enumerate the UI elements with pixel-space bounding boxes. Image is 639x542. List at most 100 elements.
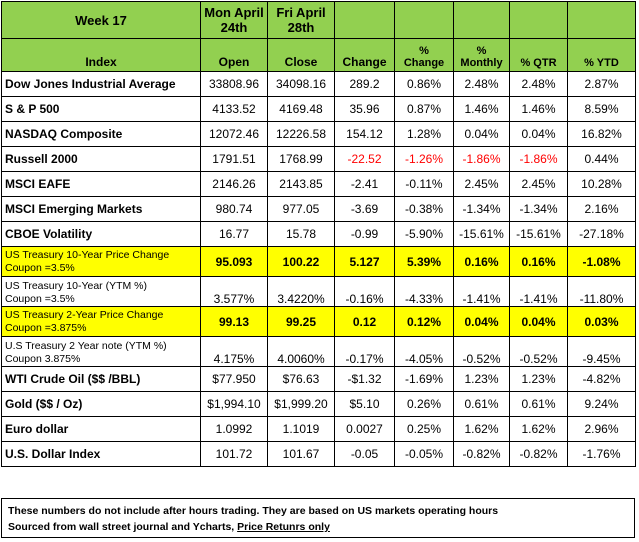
cell-qtr: 2.48% [509,71,568,97]
cell-close: 100.22 [267,246,335,277]
cell-qtr: 1.46% [509,96,568,122]
cell-change: -0.17% [334,336,395,367]
cell-qtr: -1.86% [509,146,568,172]
table-row: NASDAQ Composite 12072.46 12226.58 154.12 1.… [1,121,636,147]
cell-open: 4133.52 [200,96,268,122]
cell-change: -0.99 [334,221,395,247]
cell-monthly: 1.62% [453,416,510,442]
table-row: US Treasury 10-Year Price Change Coupon =… [1,246,636,277]
row-label: S & P 500 [1,96,201,122]
cell-monthly: 1.46% [453,96,510,122]
row-label: MSCI EAFE [1,171,201,197]
cell-close: 4169.48 [267,96,335,122]
week-label: Week 17 [1,1,201,39]
column-header-monthly: % Monthly [453,38,510,72]
cell-open: 101.72 [200,441,268,467]
row-label: MSCI Emerging Markets [1,196,201,222]
cell-monthly: 2.48% [453,71,510,97]
cell-qtr: 0.04% [509,121,568,147]
cell-pct-change: -1.69% [394,366,454,392]
cell-qtr: 0.04% [509,306,568,337]
cell-pct-change: -1.26% [394,146,454,172]
cell-ytd: 8.59% [567,96,636,122]
table-row: Dow Jones Industrial Average 33808.96 3409… [1,71,636,97]
cell-qtr: 2.45% [509,171,568,197]
table-row: US Treasury 2-Year Price Change Coupon =3… [1,306,636,337]
column-header-close: Close [267,38,335,72]
cell-close: 1768.99 [267,146,335,172]
cell-ytd: 9.24% [567,391,636,417]
cell-ytd: -4.82% [567,366,636,392]
cell-pct-change: -0.38% [394,196,454,222]
table-row: US Treasury 10-Year (YTM %) Coupon =3.5% 3… [1,276,636,307]
cell-monthly: 0.61% [453,391,510,417]
cell-pct-change: -0.05% [394,441,454,467]
cell-monthly: 1.23% [453,366,510,392]
table-row: MSCI EAFE 2146.26 2143.85 -2.41 -0.11% 2.45% 2… [1,171,636,197]
cell-monthly: 0.04% [453,121,510,147]
cell-monthly: -1.41% [453,276,510,307]
table-row: MSCI Emerging Markets 980.74 977.05 -3.69 -0… [1,196,636,222]
cell-ytd: 0.44% [567,146,636,172]
table-row: S & P 500 4133.52 4169.48 35.96 0.87% 1.46% 1.… [1,96,636,122]
cell-pct-change: -0.11% [394,171,454,197]
cell-pct-change: 0.25% [394,416,454,442]
cell-ytd: -9.45% [567,336,636,367]
cell-close: 3.4220% [267,276,335,307]
column-header-open: Open [200,38,268,72]
open-date: Mon April 24th [200,1,268,39]
cell-open: 4.175% [200,336,268,367]
cell-qtr: -15.61% [509,221,568,247]
cell-open: $1,994.10 [200,391,268,417]
row-label: U.S Treasury 2 Year note (YTM %) Coupon 3… [1,336,201,367]
cell-close: 34098.16 [267,71,335,97]
cell-pct-change: 0.26% [394,391,454,417]
cell-open: 3.577% [200,276,268,307]
cell-ytd: -1.76% [567,441,636,467]
table-footnote: These numbers do not include after hours… [1,498,635,538]
column-header-index: Index [1,38,201,72]
price-returns-link[interactable]: Price Retunrs only [237,521,330,533]
table-row: WTI Crude Oil ($$ /BBL) $77.950 $76.63 -$1.… [1,366,636,392]
row-label: Dow Jones Industrial Average [1,71,201,97]
cell-close: 12226.58 [267,121,335,147]
column-header-pct-change: % Change [394,38,454,72]
cell-change: 0.12 [334,306,395,337]
cell-change: 0.0027 [334,416,395,442]
cell-close: 4.0060% [267,336,335,367]
cell-monthly: 0.04% [453,306,510,337]
row-label: U.S. Dollar Index [1,441,201,467]
cell-ytd: 2.16% [567,196,636,222]
cell-close: 99.25 [267,306,335,337]
row-label: Euro dollar [1,416,201,442]
cell-pct-change: 0.86% [394,71,454,97]
table-row: Russell 2000 1791.51 1768.99 -22.52 -1.26% -1… [1,146,636,172]
cell-pct-change: 1.28% [394,121,454,147]
header-row-columns: Index Open Close Change % Change % Month… [1,38,636,72]
cell-pct-change: -5.90% [394,221,454,247]
cell-ytd: 16.82% [567,121,636,147]
cell-close: $76.63 [267,366,335,392]
table-row: U.S. Dollar Index 101.72 101.67 -0.05 -0.05%… [1,441,636,467]
cell-change: -$1.32 [334,366,395,392]
cell-qtr: 1.62% [509,416,568,442]
cell-pct-change: -4.33% [394,276,454,307]
row-label: US Treasury 10-Year (YTM %) Coupon =3.5% [1,276,201,307]
cell-qtr: -1.34% [509,196,568,222]
cell-open: $77.950 [200,366,268,392]
cell-open: 99.13 [200,306,268,337]
cell-close: 1.1019 [267,416,335,442]
column-header-change: Change [334,38,395,72]
footnote-hours: These numbers do not include after hours… [8,505,499,517]
cell-open: 980.74 [200,196,268,222]
cell-ytd: 2.96% [567,416,636,442]
cell-change: -0.16% [334,276,395,307]
table-row: Euro dollar 1.0992 1.1019 0.0027 0.25% 1.62% 1… [1,416,636,442]
cell-change: -22.52 [334,146,395,172]
cell-qtr: 1.23% [509,366,568,392]
cell-pct-change: -4.05% [394,336,454,367]
cell-monthly: -0.52% [453,336,510,367]
cell-ytd: -27.18% [567,221,636,247]
row-label: CBOE Volatility [1,221,201,247]
cell-qtr: -0.82% [509,441,568,467]
